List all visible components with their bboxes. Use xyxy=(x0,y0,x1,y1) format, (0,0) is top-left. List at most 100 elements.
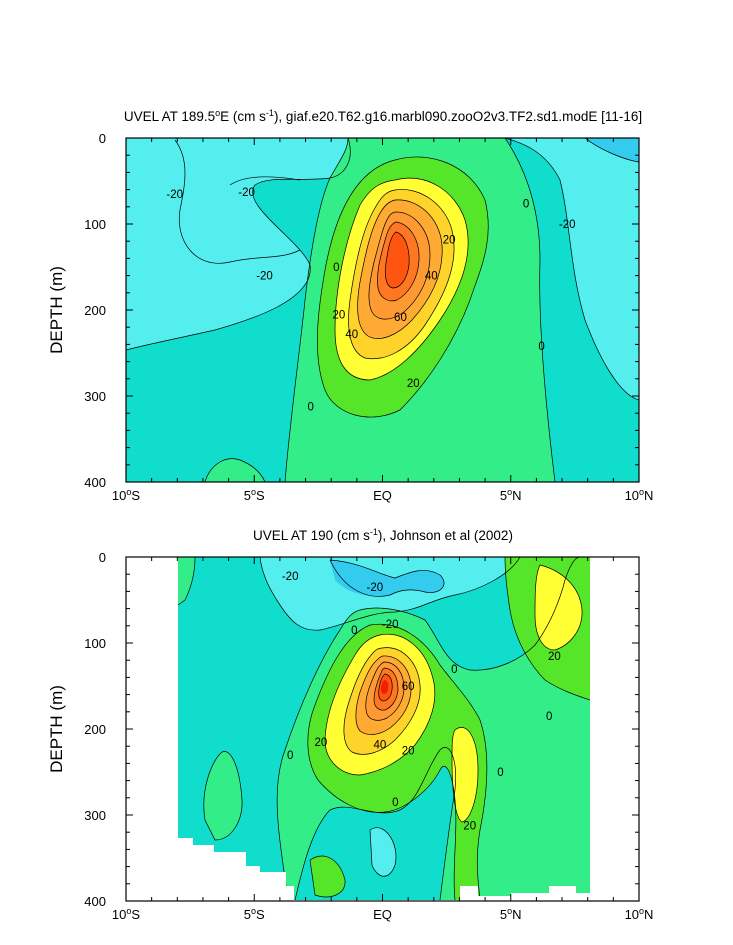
bottom-band-plus10-deep xyxy=(310,856,346,897)
bottom-contour-line xyxy=(369,827,397,877)
bottom-x-tick-label: 10oS xyxy=(112,906,140,922)
bottom-contour-labels: -20 -20 -20 0 0 0 0 0 0 20 20 20 20 40 60 xyxy=(282,571,561,832)
bottom-y-tick-label: 400 xyxy=(84,894,106,909)
top-contour-label: -20 xyxy=(166,189,183,201)
top-contour-line xyxy=(368,211,431,320)
bottom-contour-line xyxy=(369,623,488,900)
bottom-x-tick-label: 5oS xyxy=(244,906,265,922)
bottom-contour-label: 0 xyxy=(392,797,398,809)
top-contour-line xyxy=(384,231,410,289)
bottom-panel: UVEL AT 190 (cm s-1), Johnson et al (200… xyxy=(47,527,653,922)
bottom-contour-line xyxy=(343,647,421,755)
top-contour-line xyxy=(504,138,556,482)
top-contour-line xyxy=(504,138,639,401)
top-band-minus30-east xyxy=(585,138,639,162)
bottom-contour-line xyxy=(203,751,243,841)
bottom-contour-label: 40 xyxy=(374,739,387,751)
top-contour-lines xyxy=(126,138,639,482)
bottom-contour-line xyxy=(504,557,590,701)
top-x-tick-label: 10oS xyxy=(112,487,140,503)
bottom-contour-line xyxy=(534,564,583,651)
bottom-band-plus20-south xyxy=(452,727,478,822)
bottom-contour-lines xyxy=(178,557,590,900)
bottom-contour-label: 0 xyxy=(497,767,503,779)
top-contour-line xyxy=(284,138,349,482)
bottom-contour-line xyxy=(276,557,581,887)
bottom-contour-label: 0 xyxy=(546,711,552,723)
top-band-zero-sw xyxy=(205,458,265,482)
bottom-contour-label: -20 xyxy=(366,582,383,594)
bottom-y-tick-label: 300 xyxy=(84,808,106,823)
bottom-contour-line xyxy=(259,557,521,631)
top-contour-line xyxy=(348,189,455,360)
bottom-contour-label: -20 xyxy=(382,619,399,631)
top-y-tick-label: 400 xyxy=(84,475,106,490)
top-contour-label: 20 xyxy=(407,378,420,390)
bottom-chart-title: UVEL AT 190 (cm s-1), Johnson et al (200… xyxy=(253,527,513,543)
bottom-band-minus30-north xyxy=(330,560,445,597)
top-y-axis-title: DEPTH (m) xyxy=(47,266,66,354)
bottom-y-tick-label: 200 xyxy=(84,722,106,737)
bottom-band-zero-west-top xyxy=(178,557,195,605)
top-contour-label: 0 xyxy=(333,262,339,274)
top-contour-label: -20 xyxy=(238,187,255,199)
bottom-contour-line xyxy=(365,661,405,721)
bottom-contour-label: 20 xyxy=(315,737,328,749)
bottom-y-tick-label: 0 xyxy=(99,550,106,565)
bottom-y-axis-title: DEPTH (m) xyxy=(47,685,66,773)
top-panel: UVEL AT 189.5oE (cm s-1), giaf.e20.T62.g… xyxy=(47,108,653,503)
bottom-contour-label: 0 xyxy=(287,750,293,762)
bottom-contour-label: -20 xyxy=(282,571,299,583)
bottom-band-zero-sw xyxy=(203,751,243,840)
top-band-plus70 xyxy=(385,232,410,288)
top-contour-label: 0 xyxy=(307,401,313,413)
top-contour-label: 20 xyxy=(443,234,456,246)
top-x-tick-label: 10oN xyxy=(625,487,654,503)
bottom-contour-line xyxy=(451,727,479,823)
top-contour-line xyxy=(174,139,301,264)
bottom-contour-label: 60 xyxy=(402,681,415,693)
bottom-contour-line xyxy=(294,747,456,900)
top-contour-label: 60 xyxy=(394,312,407,324)
top-contour-line xyxy=(204,458,266,482)
bottom-band-plus80 xyxy=(380,680,389,694)
bottom-x-tick-label: 10oN xyxy=(625,906,654,922)
top-contour-label: 0 xyxy=(538,341,544,353)
top-y-tick-label: 200 xyxy=(84,303,106,318)
bottom-contour-line xyxy=(373,667,399,711)
bottom-contour-line xyxy=(178,557,196,606)
top-y-tick-label: 0 xyxy=(99,131,106,146)
top-contour-line xyxy=(229,176,301,186)
bottom-contour-line xyxy=(329,559,445,597)
top-x-tick-label: 5oS xyxy=(244,487,265,503)
top-contour-label: 40 xyxy=(425,271,438,283)
top-contour-label: 0 xyxy=(523,198,529,210)
bottom-contour-fill xyxy=(178,557,590,900)
top-chart-title: UVEL AT 189.5oE (cm s-1), giaf.e20.T62.g… xyxy=(124,108,642,124)
top-contour-label: -20 xyxy=(256,271,273,283)
top-contour-line xyxy=(316,156,489,418)
top-contour-label: -20 xyxy=(559,219,576,231)
top-band-minus20-west xyxy=(126,138,351,350)
bottom-y-tick-label: 100 xyxy=(84,636,106,651)
bottom-contour-line xyxy=(324,633,436,776)
top-contour-line xyxy=(357,199,443,339)
bottom-band-minus20-deep xyxy=(370,827,396,877)
bottom-x-tick-label: 5oN xyxy=(500,906,522,922)
top-contour-label: 40 xyxy=(345,329,358,341)
top-contour-line xyxy=(334,177,469,381)
top-contour-label: 20 xyxy=(332,309,345,321)
top-x-tick-label: EQ xyxy=(373,488,392,503)
bottom-x-tick-label: EQ xyxy=(373,907,392,922)
bottom-contour-label: 20 xyxy=(463,820,476,832)
bottom-contour-line xyxy=(355,655,412,735)
top-contour-line xyxy=(377,221,420,302)
bottom-contour-line xyxy=(378,673,393,702)
top-band-minus20-east xyxy=(505,138,639,400)
bottom-contour-line xyxy=(309,855,346,898)
top-contour-line xyxy=(584,138,639,163)
